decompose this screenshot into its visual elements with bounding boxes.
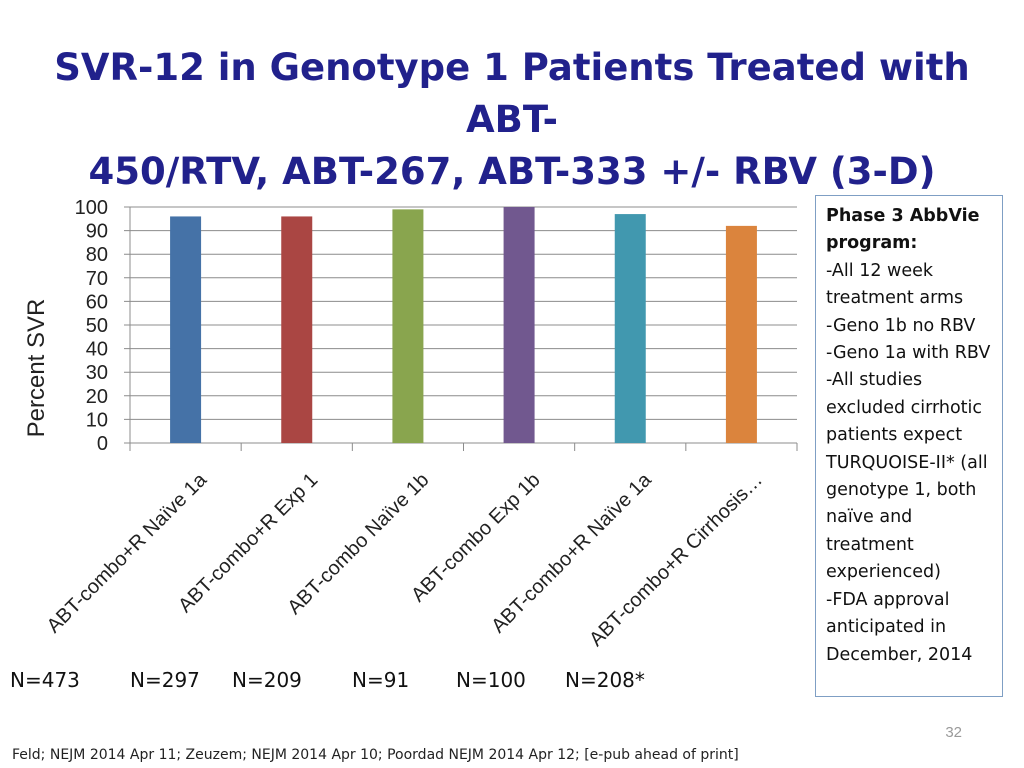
bar-1 (170, 216, 202, 443)
sample-size-label: N=100 (456, 668, 526, 692)
sample-size-label: N=91 (352, 668, 410, 692)
chart-gridlines (124, 206, 797, 451)
sample-size-label: N=473 (10, 668, 80, 692)
y-axis-title: Percent SVR (23, 299, 50, 438)
note-line: -Geno 1b no RBV (826, 315, 976, 336)
note-line: -Geno 1a with RBV (826, 343, 991, 364)
y-tick-label: 100 (75, 197, 108, 219)
note-line: -All studies excluded cirrhotic patients… (826, 370, 988, 583)
y-tick-label: 20 (86, 386, 108, 408)
y-tick-label: 90 (86, 221, 108, 243)
y-tick-label: 30 (86, 362, 108, 384)
bar-6 (725, 225, 757, 443)
y-tick-label: 0 (97, 433, 108, 455)
bar-5 (614, 214, 646, 443)
slide-title: SVR-12 in Genotype 1 Patients Treated wi… (30, 42, 994, 198)
y-tick-label: 40 (86, 339, 108, 361)
title-line-1: SVR-12 in Genotype 1 Patients Treated wi… (54, 46, 970, 141)
page-number: 32 (945, 724, 962, 741)
notes-heading: Phase 3 AbbVie program: (826, 206, 980, 254)
y-tick-label: 60 (86, 291, 108, 313)
note-line: -FDA approval anticipated in December, 2… (826, 589, 973, 665)
sample-size-label: N=208* (565, 668, 645, 692)
sample-size-row: N=473 N=297 N=209 N=91 N=100 N=208* (0, 668, 760, 698)
bar-3 (392, 209, 424, 443)
bar-2 (281, 216, 313, 443)
y-tick-label: 50 (86, 315, 108, 337)
x-axis-ticks (129, 443, 798, 451)
chart-bars (170, 207, 757, 443)
sample-size-label: N=297 (130, 668, 200, 692)
y-tick-label: 10 (86, 409, 108, 431)
program-notes-box: Phase 3 AbbVie program: -All 12 week tre… (815, 195, 1003, 697)
y-tick-label: 80 (86, 244, 108, 266)
y-tick-label: 70 (86, 268, 108, 290)
note-line: -All 12 week treatment arms (826, 260, 964, 309)
citation-footer: Feld; NEJM 2014 Apr 11; Zeuzem; NEJM 201… (12, 747, 739, 763)
sample-size-label: N=209 (232, 668, 302, 692)
title-line-2: 450/RTV, ABT-267, ABT-333 +/- RBV (3-D) (88, 150, 936, 193)
bar-4 (503, 207, 535, 443)
